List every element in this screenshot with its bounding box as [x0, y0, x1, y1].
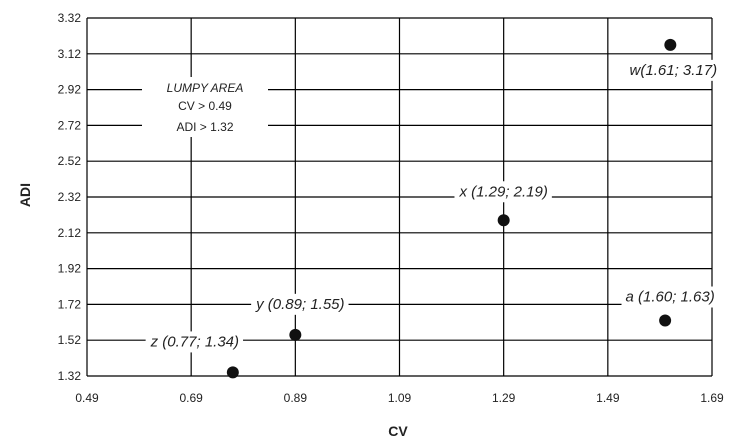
point-label: z (0.77; 1.34) — [150, 333, 239, 350]
y-tick-label: 1.92 — [58, 262, 82, 276]
y-tick-label: 1.52 — [58, 333, 82, 347]
x-tick-label: 0.49 — [75, 391, 99, 405]
point-label-background — [145, 331, 244, 353]
x-tick-label: 1.69 — [700, 391, 724, 405]
point-label-background — [621, 286, 719, 308]
x-tick-label: 0.69 — [179, 391, 203, 405]
point-label: a (1.60; 1.63) — [626, 289, 715, 306]
data-points — [226, 38, 677, 379]
y-tick-label: 2.32 — [58, 190, 82, 204]
point-label: w(1.61; 3.17) — [630, 62, 718, 79]
lumpy-area-annotation: LUMPY AREA CV > 0.49 ADI > 1.32 — [167, 81, 244, 134]
point-label-background — [454, 181, 552, 203]
x-tick-label: 0.89 — [284, 391, 308, 405]
y-tick-label: 1.32 — [58, 369, 82, 383]
lumpy-area-title: LUMPY AREA — [167, 81, 244, 95]
grid-lines — [86, 17, 713, 377]
y-tick-label: 2.72 — [58, 118, 82, 132]
lumpy-area-cv-condition: CV > 0.49 — [178, 99, 232, 113]
y-tick-label: 2.92 — [58, 83, 82, 97]
point-label-background — [625, 59, 722, 81]
y-tick-labels: 1.32 1.52 1.72 1.92 2.12 2.32 2.52 2.72 2.92 3.12… — [58, 11, 82, 383]
y-tick-label: 1.72 — [58, 297, 82, 311]
data-point — [226, 366, 239, 379]
y-tick-label: 3.12 — [58, 47, 82, 61]
data-point — [497, 214, 510, 227]
x-tick-label: 1.09 — [388, 391, 412, 405]
lumpy-area-adi-condition: ADI > 1.32 — [176, 120, 233, 134]
point-label: x (1.29; 2.19) — [458, 183, 547, 200]
y-axis-title: ADI — [17, 183, 33, 207]
data-point — [659, 314, 672, 327]
y-tick-label: 2.12 — [58, 226, 82, 240]
data-point — [664, 38, 677, 51]
point-label-background — [251, 293, 349, 315]
y-tick-label: 2.52 — [58, 154, 82, 168]
x-axis-title: CV — [388, 423, 408, 439]
y-tick-label: 3.32 — [58, 11, 82, 25]
label-backgrounds — [142, 59, 722, 353]
x-tick-label: 1.49 — [596, 391, 620, 405]
x-tick-label: 1.29 — [492, 391, 516, 405]
lumpy-area-background — [142, 77, 268, 137]
point-labels: w(1.61; 3.17) x (1.29; 2.19) y (0.89; 1.55… — [150, 62, 717, 351]
x-tick-labels: 0.49 0.69 0.89 1.09 1.29 1.49 1.69 — [75, 391, 724, 405]
point-label: y (0.89; 1.55) — [255, 296, 344, 313]
data-point — [289, 328, 302, 341]
